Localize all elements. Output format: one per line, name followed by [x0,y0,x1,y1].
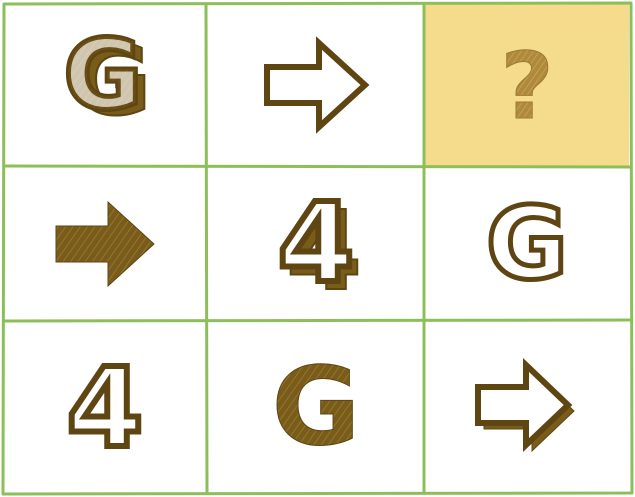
letter-g-icon: G [271,345,361,471]
cell-r2-c3[interactable]: G [425,168,629,320]
cell-r2-c2[interactable]: 4 4 [208,168,423,320]
digit-four-icon: 4 4 [274,176,363,316]
cell-r3-c2[interactable]: G [208,322,423,492]
grid-horizontal-line-2 [2,318,633,323]
svg-text:?: ? [500,33,553,140]
grid-horizontal-line-1 [2,164,633,169]
right-arrow-icon [55,200,155,288]
svg-text:G: G [271,345,360,470]
svg-text:4: 4 [277,179,354,307]
letter-g-icon: G G G [61,17,152,139]
missing-cell-background [424,4,629,166]
digit-four-icon: 4 [64,341,147,475]
svg-text:G: G [73,25,152,137]
svg-text:G: G [64,19,143,131]
right-arrow-icon [263,36,369,134]
svg-text:4: 4 [285,187,362,315]
letter-g-icon: G [483,183,570,305]
cell-r1-c3-missing[interactable]: ? [425,5,629,165]
svg-text:G: G [64,19,143,131]
grid-vertical-line-1 [204,2,209,495]
svg-text:G: G [486,185,568,302]
question-mark-icon: ? [500,33,554,141]
cell-r2-c1[interactable] [5,168,205,320]
cell-r3-c1[interactable]: 4 [5,322,205,492]
cell-r1-c1[interactable]: G G G [5,5,205,165]
cell-r1-c2[interactable] [208,5,423,165]
right-arrow-icon [475,358,575,453]
cell-r3-c3[interactable] [425,322,629,492]
svg-text:4: 4 [67,344,144,472]
